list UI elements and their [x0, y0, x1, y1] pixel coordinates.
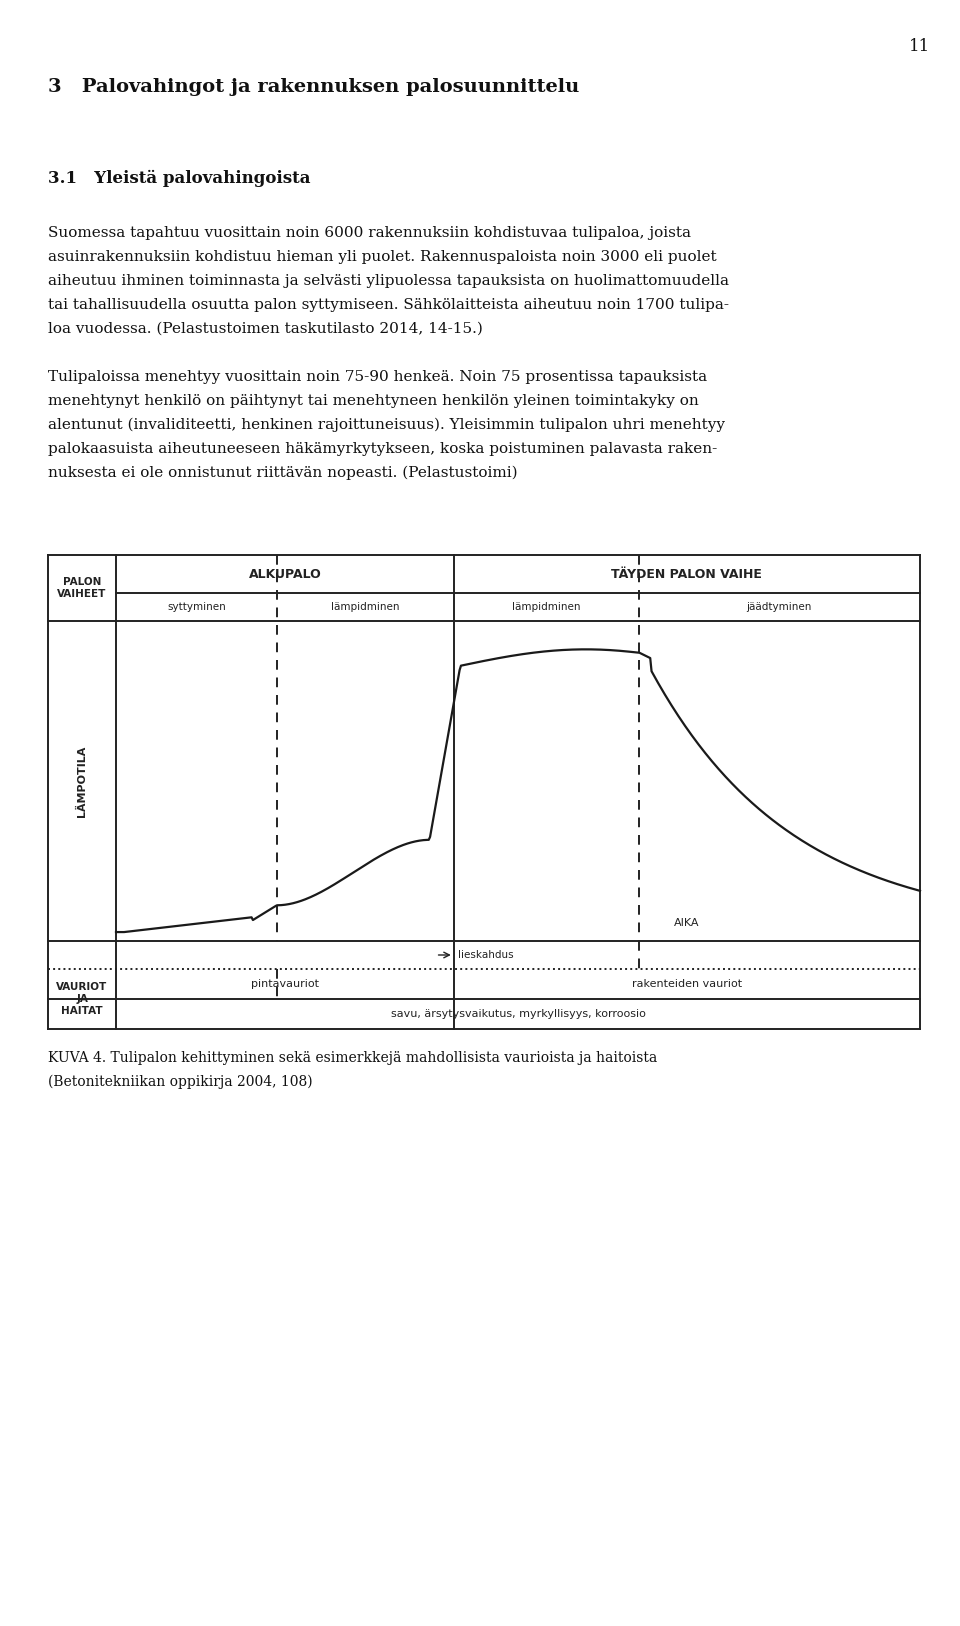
- Text: lämpidminen: lämpidminen: [512, 602, 581, 611]
- Text: PALON
VAIHEET: PALON VAIHEET: [58, 577, 107, 598]
- Text: 3   Palovahingot ja rakennuksen palosuunnittelu: 3 Palovahingot ja rakennuksen palosuunni…: [48, 78, 579, 96]
- Text: lieskahdus: lieskahdus: [458, 950, 514, 959]
- Text: pintavauriot: pintavauriot: [251, 979, 319, 989]
- Text: (Betonitekniikan oppikirja 2004, 108): (Betonitekniikan oppikirja 2004, 108): [48, 1075, 313, 1089]
- Text: Tulipaloissa menehtyy vuosittain noin 75-90 henkeä. Noin 75 prosentissa tapauksi: Tulipaloissa menehtyy vuosittain noin 75…: [48, 371, 708, 384]
- Text: AIKA: AIKA: [674, 919, 700, 928]
- Text: ALKUPALO: ALKUPALO: [249, 567, 322, 580]
- Text: menehtynyt henkilö on päihtynyt tai menehtyneen henkilön yleinen toimintakyky on: menehtynyt henkilö on päihtynyt tai mene…: [48, 393, 699, 408]
- Text: LÄMPOTILA: LÄMPOTILA: [77, 745, 87, 816]
- Text: loa vuodessa. (Pelastustoimen taskutilasto 2014, 14-15.): loa vuodessa. (Pelastustoimen taskutilas…: [48, 322, 483, 337]
- Text: palokaasuista aiheutuneeseen häkämyrkytykseen, koska poistuminen palavasta raken: palokaasuista aiheutuneeseen häkämyrkyty…: [48, 442, 717, 455]
- Text: nuksesta ei ole onnistunut riittävän nopeasti. (Pelastustoimi): nuksesta ei ole onnistunut riittävän nop…: [48, 467, 517, 480]
- Text: aiheutuu ihminen toiminnasta ja selvästi ylipuolessa tapauksista on huolimattomu: aiheutuu ihminen toiminnasta ja selvästi…: [48, 275, 729, 288]
- Text: alentunut (invaliditeetti, henkinen rajoittuneisuus). Yleisimmin tulipalon uhri : alentunut (invaliditeetti, henkinen rajo…: [48, 418, 725, 433]
- Text: tai tahallisuudella osuutta palon syttymiseen. Sähkölaitteista aiheutuu noin 170: tai tahallisuudella osuutta palon syttym…: [48, 298, 729, 312]
- Text: TÄYDEN PALON VAIHE: TÄYDEN PALON VAIHE: [612, 567, 762, 580]
- Text: syttyminen: syttyminen: [167, 602, 226, 611]
- Text: savu, ärsytysvaikutus, myrkyllisyys, korroosio: savu, ärsytysvaikutus, myrkyllisyys, kor…: [391, 1010, 645, 1020]
- Text: VAURIOT
JA
HAITAT: VAURIOT JA HAITAT: [57, 982, 108, 1016]
- Text: KUVA 4. Tulipalon kehittyminen sekä esimerkkejä mahdollisista vaurioista ja hait: KUVA 4. Tulipalon kehittyminen sekä esim…: [48, 1050, 658, 1065]
- Text: lämpidminen: lämpidminen: [331, 602, 399, 611]
- Text: rakenteiden vauriot: rakenteiden vauriot: [632, 979, 742, 989]
- Text: asuinrakennuksiin kohdistuu hieman yli puolet. Rakennuspaloista noin 3000 eli pu: asuinrakennuksiin kohdistuu hieman yli p…: [48, 250, 716, 263]
- Text: 11: 11: [909, 37, 930, 55]
- Text: Suomessa tapahtuu vuosittain noin 6000 rakennuksiin kohdistuvaa tulipaloa, joist: Suomessa tapahtuu vuosittain noin 6000 r…: [48, 226, 691, 241]
- Text: jäädtyminen: jäädtyminen: [747, 602, 812, 611]
- Text: 3.1   Yleistä palovahingoista: 3.1 Yleistä palovahingoista: [48, 171, 310, 187]
